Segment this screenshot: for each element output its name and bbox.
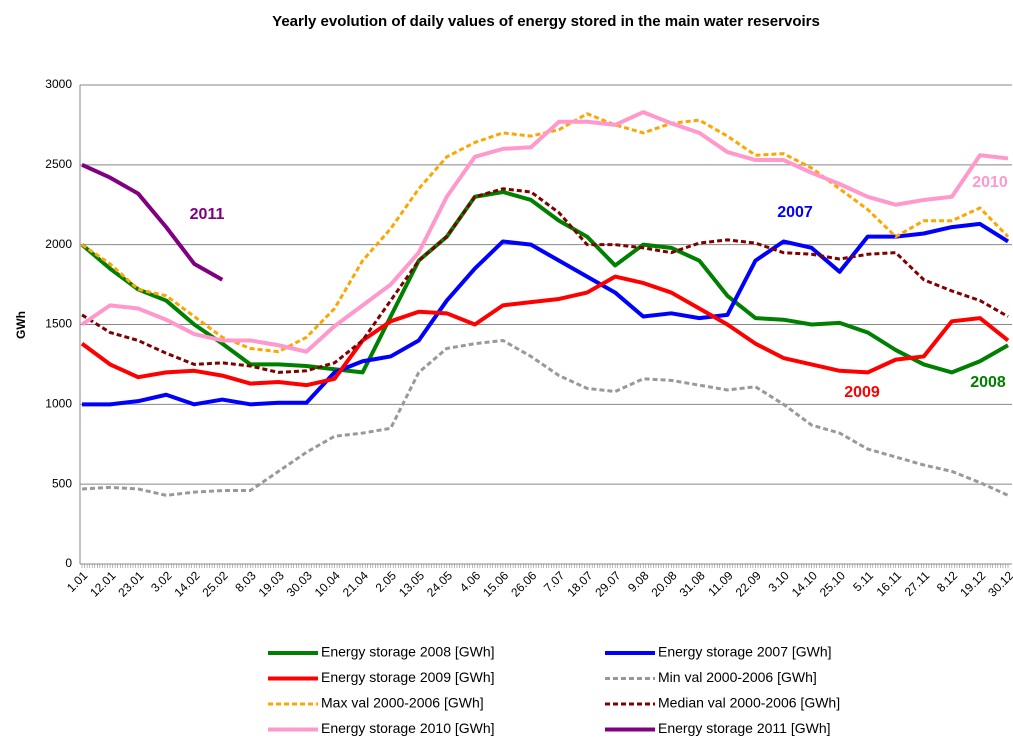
x-tick-label: 11.09 [705,568,736,599]
x-tick-label: 3.10 [765,568,792,595]
series-line [81,187,1009,374]
y-tick-label: 3000 [45,77,72,91]
x-tick-label: 20.08 [649,568,680,599]
x-tick-label: 31.08 [677,568,708,599]
x-tick-label: 3.02 [148,568,175,595]
series-line [81,338,1009,497]
y-tick-label: 500 [52,476,72,490]
y-tick-label: 2000 [45,237,72,251]
chart-title: Yearly evolution of daily values of ener… [272,13,820,30]
legend-label: Energy storage 2010 [GWh] [321,720,495,736]
annotation: 2009 [844,384,880,401]
legend-label: Min val 2000-2006 [GWh] [658,669,817,685]
legend-label: Max val 2000-2006 [GWh] [321,695,484,711]
x-tick-label: 27.11 [902,568,933,599]
series-line [82,221,1010,407]
x-tick-label: 1.01 [64,568,91,595]
x-tick-label: 19.03 [256,568,287,599]
x-tick-label: 19.12 [957,568,988,599]
x-tick-label: 2.05 [373,568,400,595]
x-tick-label: 24.05 [424,568,455,599]
legend-label: Energy storage 2008 [GWh] [321,644,495,660]
x-tick-label: 12.01 [87,568,118,599]
x-tick-label: 22.09 [733,568,764,599]
x-tick-label: 8.03 [232,568,259,595]
x-tick-label: 10.04 [312,568,343,599]
x-tick-label: 30.12 [985,568,1013,599]
x-tick-label: 25.10 [817,568,848,599]
series-line [81,163,224,282]
y-tick-label: 0 [65,556,72,570]
x-tick-label: 13.05 [396,568,427,599]
x-tick-label: 8.12 [934,568,961,595]
x-tick-label: 9.08 [625,568,652,595]
x-tick-label: 14.02 [171,568,202,599]
x-tick-label: 26.06 [508,568,539,599]
annotation: 2007 [777,204,813,221]
y-tick-label: 1000 [45,397,72,411]
legend-label: Energy storage 2009 [GWh] [321,669,495,685]
series-line [80,110,1009,354]
annotation: 2011 [190,206,225,223]
x-tick-label: 30.03 [284,568,315,599]
x-tick-label: 7.07 [541,568,568,595]
x-tick-label: 15.06 [480,568,511,599]
x-tick-label: 5.11 [850,568,876,594]
y-tick-label: 2500 [45,157,72,171]
y-axis-label: GWh [14,311,28,339]
x-tick-label: 25.02 [200,568,231,599]
series-line [80,274,1010,388]
y-tick-label: 1500 [45,317,72,331]
legend-label: Median val 2000-2006 [GWh] [658,695,840,711]
series-line [80,189,1009,375]
x-tick-label: 4.06 [457,568,484,595]
x-tick-label: 23.01 [115,568,146,599]
x-tick-label: 21.04 [340,568,371,599]
x-tick-label: 14.10 [789,568,820,599]
legend-label: Energy storage 2011 [GWh] [658,720,831,736]
annotation: 2010 [972,174,1008,191]
x-tick-label: 29.07 [592,568,623,599]
legend-label: Energy storage 2007 [GWh] [658,644,832,660]
annotation: 2008 [970,374,1006,391]
x-tick-label: 18.07 [564,568,595,599]
series-line [81,112,1010,354]
x-tick-label: 16.11 [874,568,905,599]
